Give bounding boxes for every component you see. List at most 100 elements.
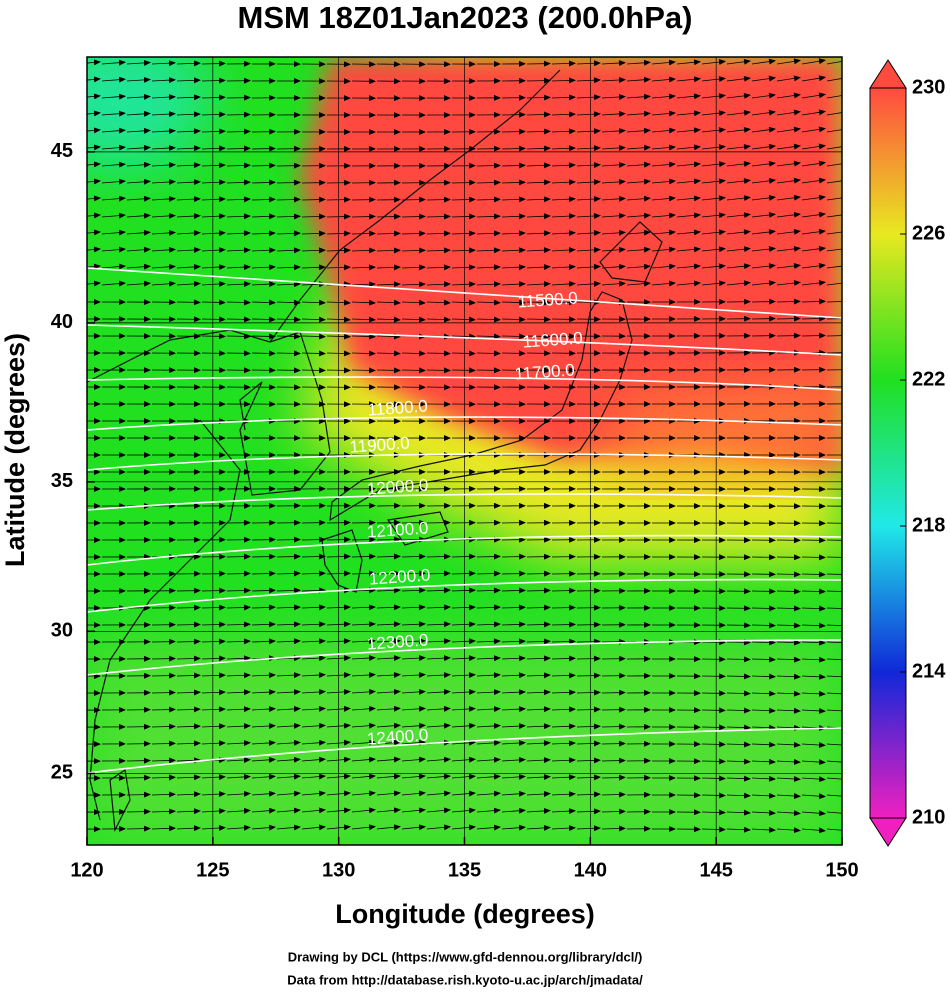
wind-arrow bbox=[501, 299, 526, 306]
wind-arrow bbox=[201, 689, 226, 696]
wind-arrow bbox=[376, 553, 401, 560]
wind-arrow bbox=[801, 228, 826, 235]
wind-arrow bbox=[226, 213, 251, 220]
wind-arrow bbox=[251, 333, 276, 340]
wind-arrow bbox=[701, 792, 726, 799]
wind-arrow bbox=[351, 705, 376, 712]
wind-arrow bbox=[576, 60, 601, 67]
wind-arrow bbox=[126, 263, 151, 270]
wind-arrow bbox=[826, 573, 842, 575]
wind-arrow bbox=[476, 807, 501, 814]
wind-arrow bbox=[201, 791, 226, 798]
wind-arrow bbox=[376, 570, 401, 577]
wind-arrow bbox=[626, 178, 651, 185]
wind-arrow bbox=[451, 247, 476, 254]
wind-arrow bbox=[826, 811, 842, 814]
wind-arrow bbox=[126, 212, 151, 219]
wind-arrow bbox=[301, 638, 326, 645]
wind-arrow bbox=[576, 212, 601, 219]
wind-arrow bbox=[226, 638, 251, 645]
wind-arrow bbox=[551, 655, 576, 662]
wind-arrow bbox=[751, 724, 776, 731]
wind-arrow bbox=[801, 211, 826, 218]
wind-arrow bbox=[426, 722, 451, 729]
wind-arrow bbox=[276, 705, 301, 712]
wind-arrow bbox=[276, 790, 301, 797]
wind-arrow bbox=[87, 178, 101, 185]
wind-arrow bbox=[426, 807, 451, 814]
wind-arrow bbox=[726, 126, 751, 133]
wind-arrow bbox=[151, 740, 176, 747]
wind-arrow bbox=[401, 756, 426, 763]
wind-arrow bbox=[376, 536, 401, 543]
wind-arrow bbox=[201, 145, 226, 152]
wind-arrow bbox=[126, 110, 151, 117]
wind-arrow bbox=[826, 318, 842, 320]
wind-arrow bbox=[476, 722, 501, 729]
wind-arrow bbox=[251, 824, 276, 831]
wind-arrow bbox=[526, 128, 551, 135]
wind-arrow bbox=[201, 280, 226, 287]
wind-arrow bbox=[776, 280, 801, 287]
wind-arrow bbox=[476, 604, 501, 611]
wind-arrow bbox=[226, 128, 251, 135]
wind-arrow bbox=[651, 263, 676, 270]
wind-arrow bbox=[226, 230, 251, 237]
wind-arrow bbox=[451, 604, 476, 611]
wind-arrow bbox=[551, 128, 576, 135]
wind-arrow bbox=[826, 60, 842, 65]
wind-arrow bbox=[451, 570, 476, 577]
wind-arrow bbox=[201, 299, 226, 306]
wind-arrow bbox=[401, 213, 426, 220]
wind-arrow bbox=[551, 77, 576, 84]
wind-arrow bbox=[526, 638, 551, 645]
wind-arrow bbox=[526, 111, 551, 118]
wind-arrow bbox=[376, 247, 401, 254]
wind-arrow bbox=[701, 263, 726, 270]
wind-arrow bbox=[376, 756, 401, 763]
wind-arrow bbox=[576, 825, 601, 832]
wind-arrow bbox=[276, 281, 301, 288]
wind-arrow bbox=[551, 230, 576, 237]
wind-arrow bbox=[651, 246, 676, 253]
wind-arrow bbox=[551, 672, 576, 679]
wind-arrow bbox=[276, 824, 301, 831]
y-axis-label: Latitude (degrees) bbox=[0, 333, 30, 567]
wind-arrow bbox=[301, 621, 326, 628]
wind-arrow bbox=[726, 263, 751, 270]
wind-arrow bbox=[276, 553, 301, 560]
wind-arrow bbox=[601, 60, 626, 67]
colorbar-tick-label: 214 bbox=[912, 660, 946, 682]
wind-arrow bbox=[176, 706, 201, 713]
wind-arrow bbox=[676, 246, 701, 253]
wind-arrow bbox=[626, 59, 651, 66]
wind-arrow bbox=[126, 229, 151, 236]
wind-arrow bbox=[151, 229, 176, 236]
coastline bbox=[321, 529, 363, 593]
wind-arrow bbox=[826, 231, 842, 235]
wind-arrow bbox=[501, 824, 526, 831]
wind-arrow bbox=[726, 178, 751, 185]
wind-arrow bbox=[376, 790, 401, 797]
wind-arrow bbox=[676, 59, 701, 66]
wind-arrow bbox=[451, 333, 476, 340]
wind-arrow bbox=[526, 316, 551, 323]
wind-arrow bbox=[401, 570, 426, 577]
wind-arrow bbox=[201, 247, 226, 254]
wind-arrow bbox=[176, 128, 201, 135]
wind-arrow bbox=[351, 553, 376, 560]
wind-arrow bbox=[726, 58, 751, 65]
colorbar-tick-label: 210 bbox=[912, 806, 945, 828]
wind-arrow bbox=[87, 59, 101, 66]
wind-arrow bbox=[451, 638, 476, 645]
wind-arrow bbox=[726, 195, 751, 202]
wind-arrow bbox=[751, 58, 776, 65]
contour-label: 12300.0 bbox=[366, 630, 429, 653]
wind-arrow bbox=[576, 774, 601, 781]
wind-arrow bbox=[426, 621, 451, 628]
wind-arrow bbox=[101, 229, 126, 236]
wind-arrow bbox=[201, 655, 226, 662]
wind-arrow bbox=[776, 160, 801, 167]
wind-arrow bbox=[701, 195, 726, 202]
wind-arrow bbox=[201, 162, 226, 169]
